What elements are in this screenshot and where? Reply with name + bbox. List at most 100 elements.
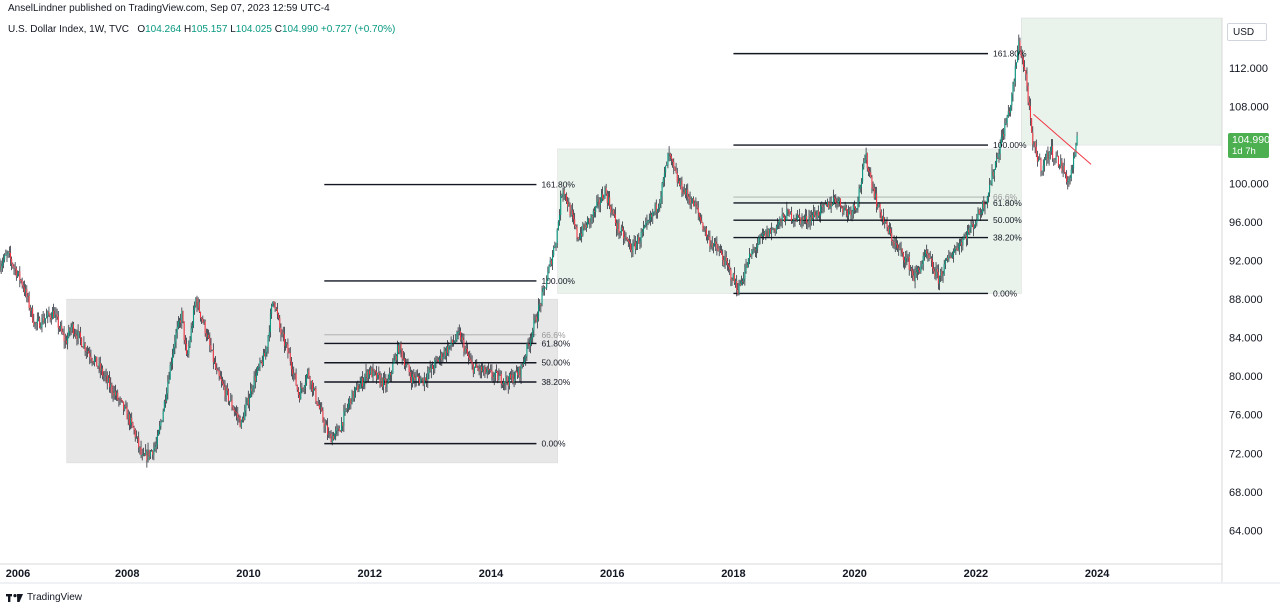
candle-body-832 <box>969 228 971 233</box>
candle-body-384 <box>447 347 449 353</box>
candle-body-628 <box>731 279 733 281</box>
x-tick-label-7: 2020 <box>842 568 866 580</box>
candle-body-589 <box>686 189 688 195</box>
candle-body-819 <box>954 248 956 252</box>
candle-body-290 <box>337 428 339 430</box>
candle-body-758 <box>883 216 885 223</box>
candle-body-407 <box>473 366 475 373</box>
candle-body-817 <box>951 254 953 258</box>
candle-body-564 <box>656 209 658 212</box>
candle-body-804 <box>936 269 938 272</box>
candle-body-487 <box>567 201 569 207</box>
footer-brand[interactable]: TradingView <box>6 590 82 606</box>
candle-body-752 <box>876 193 878 208</box>
candle-body-53 <box>61 325 63 332</box>
candle-body-632 <box>736 280 738 291</box>
candle-body-800 <box>931 260 934 269</box>
candle-body-886 <box>1032 132 1034 145</box>
candle-body-826 <box>962 239 964 246</box>
candle-body-857 <box>998 153 1000 159</box>
candle-body-456 <box>530 337 533 340</box>
last-price-value: 104.990 <box>1232 134 1270 146</box>
candle-body-794 <box>924 250 927 256</box>
candle-body-358 <box>416 376 418 377</box>
candle-body-913 <box>1063 165 1065 173</box>
x-axis-ticks[interactable]: 2006 2008 2010 2012 2014 2016 2018 2020 2022 2024 <box>6 568 1110 580</box>
candle-body-908 <box>1057 156 1059 167</box>
candle-body-105 <box>121 400 123 402</box>
candle-body-336 <box>391 373 393 376</box>
candle-body-756 <box>880 212 882 220</box>
candle-body-260 <box>302 388 304 390</box>
candle-body-803 <box>935 269 937 277</box>
candle-body-569 <box>662 178 664 184</box>
candle-body-525 <box>611 210 613 213</box>
candle-body-343 <box>399 343 401 353</box>
candle-body-881 <box>1026 74 1028 87</box>
candle-body-712 <box>829 202 831 208</box>
candle-body-683 <box>795 220 797 221</box>
candle-body-485 <box>564 194 566 196</box>
candle-body-129 <box>149 451 151 457</box>
candle-body-704 <box>820 205 822 216</box>
candle-body-113 <box>131 417 133 423</box>
candle-body-733 <box>853 204 855 208</box>
candle-body-918 <box>1069 177 1071 180</box>
candle-body-659 <box>767 229 769 237</box>
candle-body-193 <box>224 386 226 397</box>
candle-body-183 <box>212 349 214 363</box>
candle-body-793 <box>923 255 925 257</box>
candle-body-370 <box>430 365 432 371</box>
candle-body-56 <box>64 340 66 342</box>
candle-body-572 <box>666 165 668 166</box>
candle-body-270 <box>314 388 316 389</box>
fib-level-label-1-6: 38.20% <box>541 377 570 387</box>
y-tick-label-1: 68.000 <box>1229 487 1263 499</box>
candle-body-833 <box>970 223 972 229</box>
candle-body-394 <box>458 331 460 333</box>
candle-body-901 <box>1049 151 1051 153</box>
candle-body-486 <box>565 194 568 202</box>
candle-body-150 <box>174 341 176 348</box>
candle-body-655 <box>762 233 765 235</box>
candle-body-843 <box>982 201 984 213</box>
candle-body-184 <box>213 361 216 363</box>
candle-body-735 <box>856 208 858 211</box>
candle-body-268 <box>311 380 313 392</box>
candle-body-24 <box>27 295 29 297</box>
symbol-name[interactable]: U.S. Dollar Index, 1W, TVC <box>8 24 129 35</box>
candle-body-552 <box>642 227 645 232</box>
candle-body-811 <box>944 260 946 265</box>
candle-body-457 <box>532 330 534 338</box>
candle-body-67 <box>77 331 79 340</box>
candle-body-565 <box>658 207 660 210</box>
candle-body-30 <box>34 322 36 326</box>
candle-body-258 <box>300 387 302 400</box>
candle-body-563 <box>655 204 657 212</box>
candle-body-567 <box>660 196 662 204</box>
trendline[interactable] <box>1033 113 1092 165</box>
candle-body-12 <box>13 266 15 268</box>
x-tick-label-4: 2014 <box>479 568 504 580</box>
candle-body-629 <box>732 274 734 281</box>
candle-body-278 <box>323 420 325 427</box>
candle-body-247 <box>287 344 289 353</box>
candle-body-673 <box>783 216 786 222</box>
candle-body-139 <box>161 420 163 422</box>
candle-body-623 <box>725 257 727 262</box>
candle-body-463 <box>539 303 541 306</box>
candle-body-609 <box>709 236 711 247</box>
candle-body-792 <box>922 256 924 265</box>
candle-body-897 <box>1045 158 1047 160</box>
candle-body-651 <box>758 237 760 245</box>
candle-body-568 <box>661 183 663 197</box>
candle-body-443 <box>515 370 517 373</box>
candle-body-418 <box>486 368 488 373</box>
candle-body-392 <box>456 332 458 340</box>
currency-button[interactable]: USD <box>1227 23 1267 41</box>
candle-body-725 <box>844 207 846 209</box>
candle-body-824 <box>959 242 962 244</box>
candle-body-805 <box>937 271 939 284</box>
candle-body-415 <box>483 366 485 370</box>
